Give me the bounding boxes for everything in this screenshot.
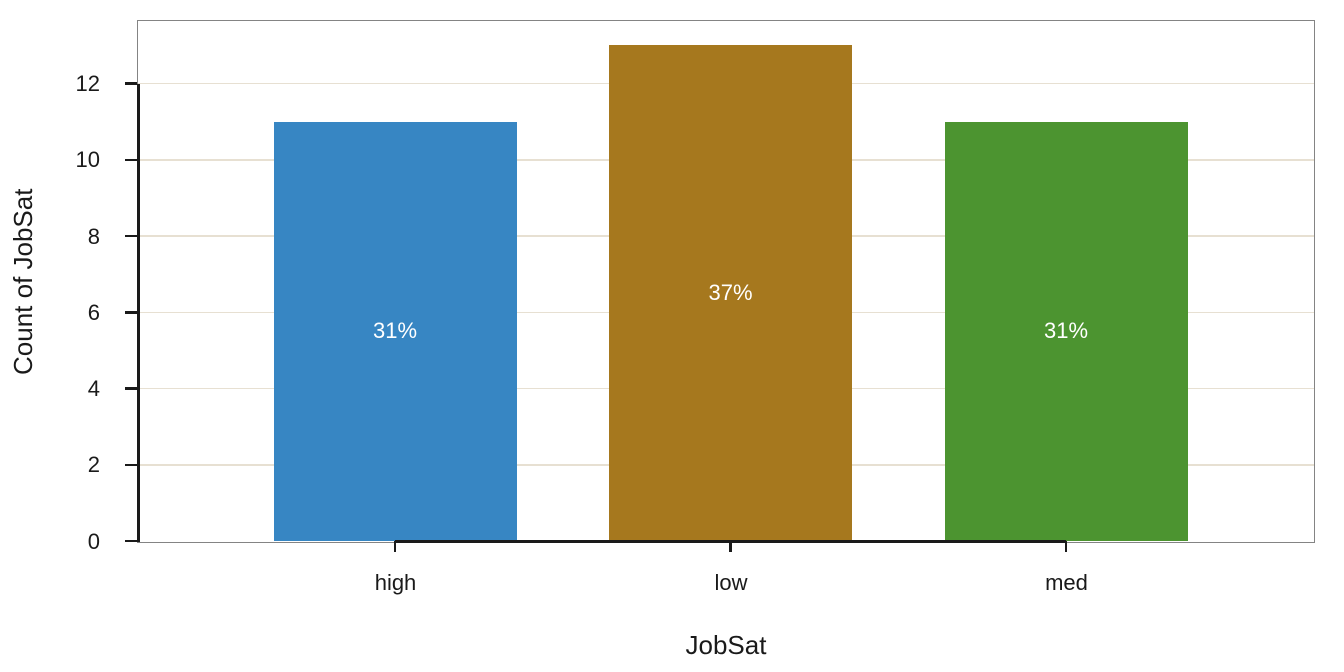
x-tick-label-med: med [1045,570,1088,595]
bar-value-label: 31% [1043,318,1089,344]
y-tick-label: 0 [87,528,100,554]
y-tick-label: 2 [87,452,100,478]
y-tick-label: 12 [75,71,100,97]
bar-high: 31% [273,121,517,541]
x-tick-label-high: high [374,570,417,595]
y-axis-tick [124,234,137,238]
y-axis-tick [124,387,137,390]
bar-value-label: 37% [708,280,753,306]
y-axis-tick [124,158,137,162]
y-axis-tick [124,463,137,466]
y-tick-label: 6 [87,299,100,325]
y-axis-tick [124,82,137,85]
plot-area: 31% 37% 31% [124,20,1315,552]
bar-med: 31% [944,121,1188,541]
y-tick-label: 10 [75,147,100,173]
y-axis-line [136,83,140,543]
y-tick-label: 8 [87,223,100,249]
y-axis-tick [124,311,137,314]
x-axis-title: JobSat [685,630,767,660]
y-tick-label: 4 [87,376,100,401]
y-axis-tick [124,539,137,543]
bar-low: 37% [609,45,852,541]
bar-value-label: 31% [372,318,418,344]
x-axis-tick [1064,541,1068,552]
x-tick-label-low: low [714,570,748,595]
x-axis-tick [729,541,732,552]
x-axis-tick [393,541,397,552]
